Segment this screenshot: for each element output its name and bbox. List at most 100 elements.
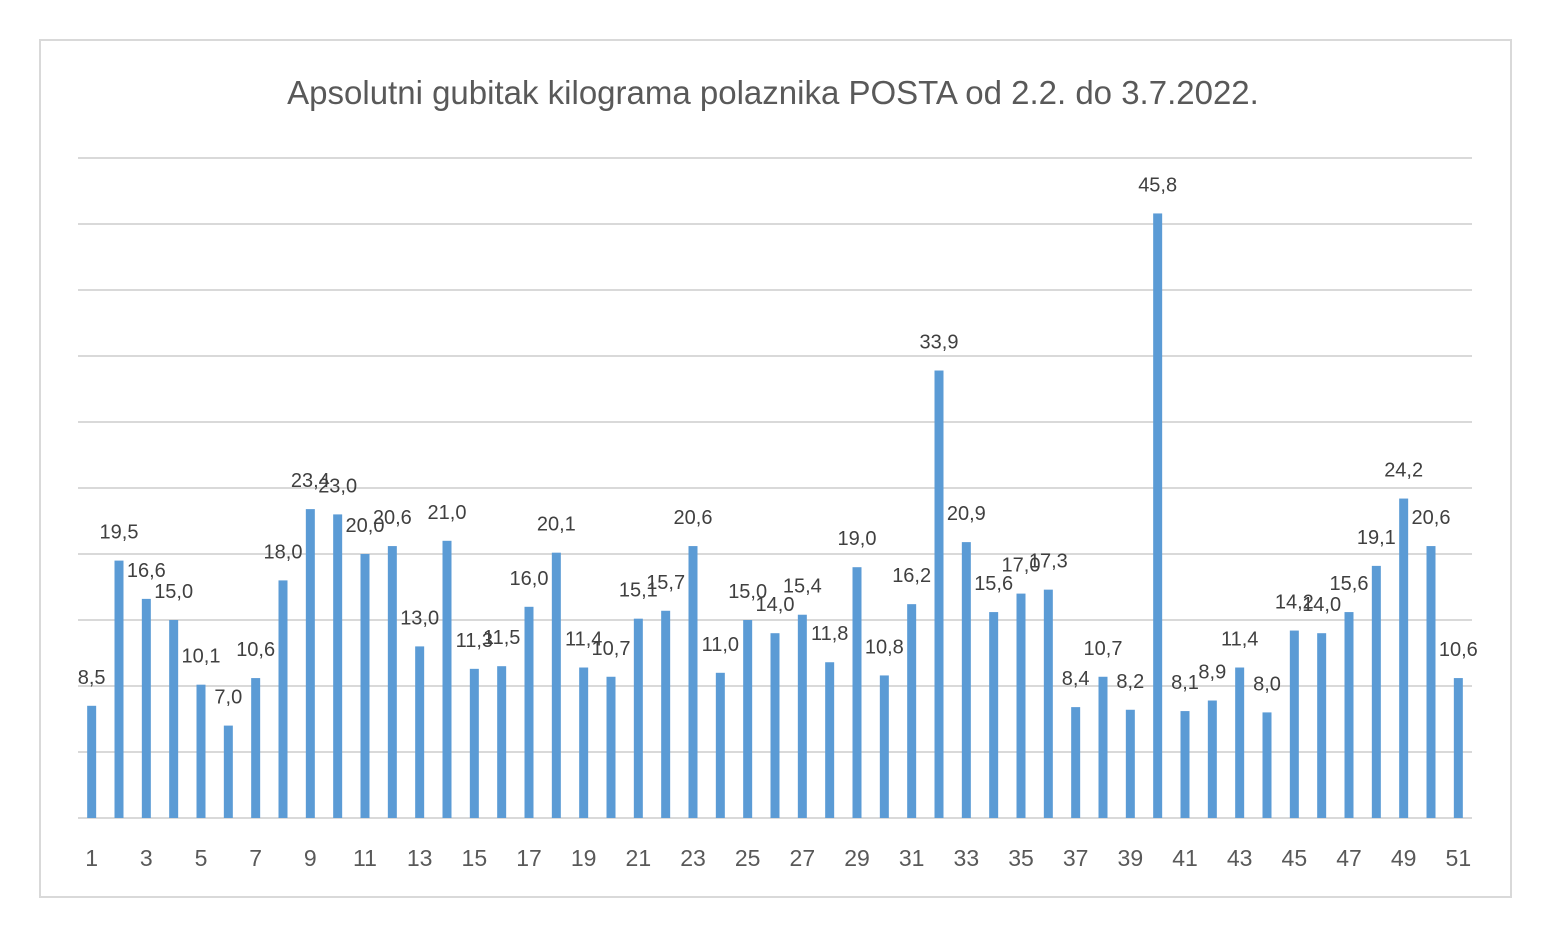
data-label-43: 11,4 xyxy=(1221,629,1258,651)
x-tick-label: 1 xyxy=(85,845,98,871)
x-tick-label: 23 xyxy=(680,845,706,871)
x-tick-label: 37 xyxy=(1063,845,1089,871)
x-tick-label: 3 xyxy=(140,845,153,871)
data-label-39: 8,2 xyxy=(1116,671,1144,693)
data-label-12: 20,6 xyxy=(373,507,412,529)
data-label-45: 14,2 xyxy=(1275,592,1314,614)
data-label-38: 10,7 xyxy=(1084,638,1123,660)
bar-15 xyxy=(469,668,479,818)
data-label-13: 13,0 xyxy=(400,607,439,629)
data-label-46: 14,0 xyxy=(1302,594,1341,616)
data-label-19: 11,4 xyxy=(565,629,602,651)
bar-30 xyxy=(879,675,889,818)
bar-33 xyxy=(961,542,971,818)
data-label-31: 16,2 xyxy=(892,565,931,587)
data-label-47: 15,6 xyxy=(1330,573,1369,595)
data-label-8: 18,0 xyxy=(264,541,303,563)
data-label-49: 24,2 xyxy=(1384,460,1423,482)
bar-45 xyxy=(1289,630,1299,818)
bar-49 xyxy=(1399,498,1409,818)
data-label-15: 11,3 xyxy=(456,630,493,652)
data-label-34: 15,6 xyxy=(974,573,1013,595)
data-label-22: 15,7 xyxy=(646,572,685,594)
data-label-30: 10,8 xyxy=(865,636,904,658)
bar-12 xyxy=(387,546,397,818)
data-label-36: 17,3 xyxy=(1029,551,1068,573)
bar-17 xyxy=(524,606,534,818)
data-label-20: 10,7 xyxy=(592,638,631,660)
data-label-48: 19,1 xyxy=(1357,527,1396,549)
data-label-27: 15,4 xyxy=(783,576,822,598)
data-label-14: 21,0 xyxy=(428,502,467,524)
data-label-23: 20,6 xyxy=(674,507,713,529)
x-tick-label: 15 xyxy=(462,845,488,871)
data-label-51: 10,6 xyxy=(1439,639,1478,661)
data-label-25: 15,0 xyxy=(728,581,767,603)
bar-22 xyxy=(661,610,671,818)
data-label-24: 11,0 xyxy=(702,634,739,656)
data-label-37: 8,4 xyxy=(1062,668,1090,690)
bar-42 xyxy=(1207,700,1217,818)
x-tick-label: 5 xyxy=(195,845,208,871)
data-label-29: 19,0 xyxy=(838,528,877,550)
bar-51 xyxy=(1453,678,1463,818)
bar-4 xyxy=(169,620,179,818)
x-tick-label: 49 xyxy=(1391,845,1417,871)
x-tick-label: 11 xyxy=(353,845,377,871)
bar-21 xyxy=(633,618,643,818)
bar-38 xyxy=(1098,676,1108,818)
x-tick-label: 25 xyxy=(735,845,761,871)
data-label-16: 11,5 xyxy=(483,627,520,649)
data-label-1: 8,5 xyxy=(78,667,106,689)
bar-39 xyxy=(1125,709,1135,818)
x-tick-label: 29 xyxy=(844,845,870,871)
bar-32 xyxy=(934,370,944,818)
bar-50 xyxy=(1426,546,1436,818)
data-label-18: 20,1 xyxy=(537,514,576,536)
bar-36 xyxy=(1043,589,1053,818)
bar-20 xyxy=(606,676,616,818)
bar-27 xyxy=(797,614,807,818)
x-tick-label: 47 xyxy=(1336,845,1362,871)
x-tick-label: 17 xyxy=(516,845,542,871)
bar-48 xyxy=(1371,565,1381,818)
bar-2 xyxy=(114,560,124,818)
bar-35 xyxy=(1016,593,1026,818)
bar-3 xyxy=(141,598,151,818)
data-label-2: 19,5 xyxy=(100,522,139,544)
bar-7 xyxy=(251,678,261,818)
bar-29 xyxy=(852,567,862,818)
data-label-35: 17,0 xyxy=(1002,555,1041,577)
x-tick-label: 9 xyxy=(304,845,317,871)
x-tick-label: 33 xyxy=(954,845,980,871)
bar-44 xyxy=(1262,712,1272,818)
x-tick-label: 41 xyxy=(1172,845,1198,871)
bar-31 xyxy=(907,604,917,818)
x-tick-label: 7 xyxy=(249,845,262,871)
data-label-28: 11,8 xyxy=(811,623,848,645)
bar-41 xyxy=(1180,711,1190,818)
data-label-4: 15,0 xyxy=(154,581,193,603)
bar-16 xyxy=(497,666,507,818)
x-tick-label: 13 xyxy=(407,845,433,871)
bar-19 xyxy=(579,667,589,818)
bar-24 xyxy=(715,672,725,818)
data-label-7: 10,6 xyxy=(236,639,275,661)
bar-6 xyxy=(223,725,233,818)
x-tick-label: 31 xyxy=(899,845,925,871)
x-tick-label: 27 xyxy=(790,845,816,871)
bar-23 xyxy=(688,546,698,818)
bar-25 xyxy=(743,620,753,818)
bar-34 xyxy=(989,612,999,818)
bar-13 xyxy=(415,646,425,818)
x-tick-label: 19 xyxy=(571,845,597,871)
x-tick-label: 51 xyxy=(1446,845,1472,871)
data-label-44: 8,0 xyxy=(1253,673,1281,695)
bar-40 xyxy=(1153,213,1163,818)
bar-5 xyxy=(196,684,206,818)
data-label-41: 8,1 xyxy=(1171,672,1199,694)
data-label-6: 7,0 xyxy=(214,687,242,709)
bar-46 xyxy=(1317,633,1327,818)
data-label-5: 10,1 xyxy=(182,646,221,668)
